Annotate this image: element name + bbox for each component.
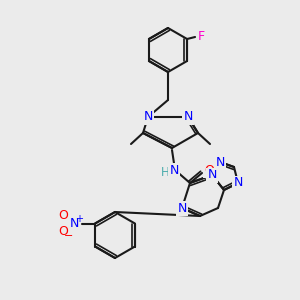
Text: N: N [233, 176, 243, 190]
Text: H: H [160, 166, 169, 178]
Text: −: − [63, 232, 73, 242]
Text: N: N [215, 155, 225, 169]
Text: O: O [58, 225, 68, 238]
Text: O: O [204, 164, 214, 176]
Text: N: N [143, 110, 153, 124]
Text: N: N [207, 169, 217, 182]
Text: O: O [58, 209, 68, 222]
Text: N: N [169, 164, 179, 176]
Text: N: N [183, 110, 193, 124]
Text: F: F [197, 31, 205, 44]
Text: +: + [75, 214, 83, 224]
Text: N: N [69, 217, 79, 230]
Text: N: N [177, 202, 187, 214]
